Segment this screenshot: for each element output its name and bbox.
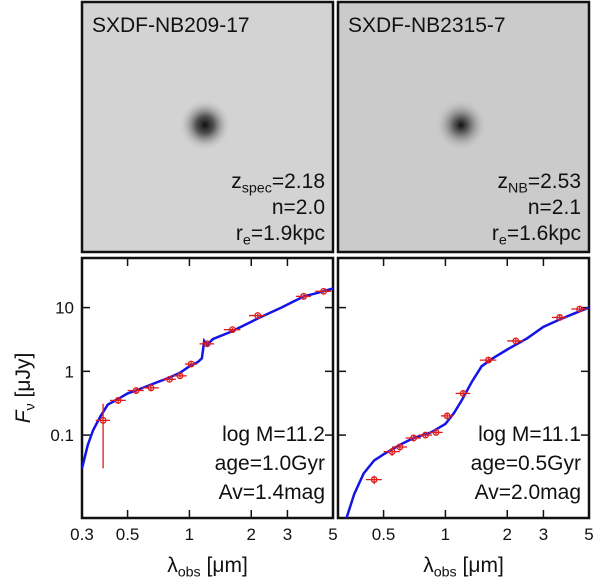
stamp-note: n=2.1 [528,196,581,219]
stamp-note-main: r [492,222,499,245]
stamp-note-rest: =1.9kpc [251,222,325,245]
y-axis-label: Fν [μJy] [12,353,39,424]
photometry-point [320,287,328,295]
stamp-note-main: z [498,170,509,193]
stamp-note: re=1.9kpc [236,222,325,249]
x-tick-label: 0.5 [116,525,140,544]
fit-note: log M=11.1 [478,423,581,446]
photometry-point [388,448,396,456]
photometry-point [576,305,584,313]
x-tick-label: 1 [441,525,450,544]
photometry-point [556,314,564,321]
x-axis-label-sub: obs [434,565,457,580]
y-axis-label-main: F [12,409,35,423]
x-tick-label: 0.5 [372,525,396,544]
x-tick-label: 1 [185,525,194,544]
y-tick-label: 0.1 [50,426,74,445]
x-axis-label: λobs [μm] [167,554,248,580]
x-tick-label: 5 [328,525,337,544]
stamp-title: SXDF-NB209-17 [92,14,250,37]
stamp-note-sub: spec [242,181,272,197]
x-tick-label: 5 [584,525,593,544]
photometry-point [254,312,262,320]
stamp-title: SXDF-NB2315-7 [348,14,506,37]
stamp-note-main: n=2.1 [528,196,581,219]
photometry-point [459,389,467,397]
plot-frame [336,256,591,520]
stamp-note-rest: =1.6kpc [507,222,581,245]
photometry-point [176,372,184,380]
stamp-note-rest: =2.53 [528,170,581,193]
photometry-point [370,476,378,484]
x-axis-label-rest: [μm] [457,554,504,577]
photometry-point [99,416,107,424]
fit-note: Av=1.4mag [219,481,325,504]
photometry-point [132,387,140,394]
stamp-note-sub: e [243,233,251,249]
x-tick-label: 0.3 [70,525,94,544]
photometry-point [432,428,440,436]
stamp-note-main: z [231,170,242,193]
y-axis-label-rest: [μJy] [12,353,35,404]
x-tick-label: 2 [247,525,256,544]
fit-note: age=0.5Gyr [471,452,581,475]
x-tick-label: 3 [539,525,548,544]
source-blob [435,99,487,151]
stamp-note-main: r [236,222,243,245]
stamp-note: zspec=2.18 [231,170,325,197]
x-axis-label-main: λ [167,554,178,577]
x-axis-label-sub: obs [178,565,201,580]
x-tick-label: 3 [283,525,292,544]
model-sed [345,306,590,519]
photometry-point [512,337,520,345]
stamp-note: re=1.6kpc [492,222,581,249]
fit-note: log M=11.2 [222,423,325,446]
stamp-note-sub: NB [508,181,528,197]
plot-frame [80,256,335,520]
stamp-note-rest: =2.18 [272,170,325,193]
stamp-note-sub: e [499,233,507,249]
stamp-note-main: n=2.0 [272,196,325,219]
photometry-point [485,356,492,364]
photometry-point [187,360,195,368]
fit-note: Av=2.0mag [475,481,581,504]
y-tick-label: 1 [65,362,74,381]
photometry-point [443,412,451,420]
photometry-point [147,384,155,392]
source-blob [179,99,231,151]
x-axis-label-rest: [μm] [201,554,248,577]
fit-note: age=1.0Gyr [215,452,325,475]
photometry-point [166,375,173,383]
stamp-note: zNB=2.53 [498,170,581,197]
photometry-point [422,431,429,439]
stamp-note: n=2.0 [272,196,325,219]
photometry-point [229,326,236,334]
x-tick-label: 2 [503,525,512,544]
y-axis-label-sub: ν [23,403,39,410]
photometry-point [300,292,308,300]
photometry-point [114,396,122,404]
y-tick-label: 10 [55,299,74,318]
x-axis-label: λobs [μm] [423,554,504,580]
photometry-point [396,443,404,451]
photometry-point [203,340,211,348]
x-axis-label-main: λ [423,554,434,577]
photometry-point [410,434,418,442]
